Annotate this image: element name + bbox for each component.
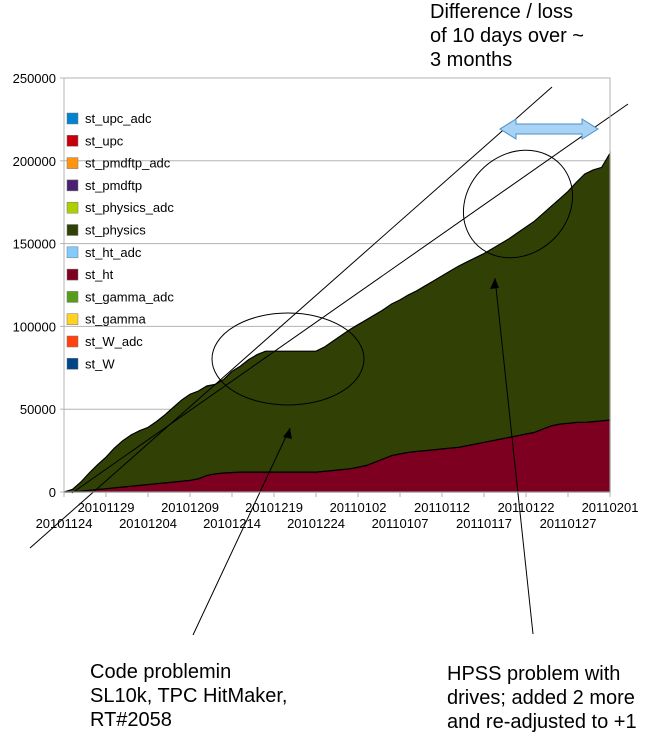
x-tick-label: 20101129 <box>78 500 135 515</box>
legend-swatch <box>66 224 79 236</box>
annotation-shapes <box>29 86 629 636</box>
x-tick-label: 20110102 <box>330 500 387 515</box>
legend-label: st_ht <box>85 267 114 282</box>
legend-swatch <box>66 335 79 348</box>
legend-label: st_physics_adc <box>85 200 174 215</box>
y-tick-label: 50000 <box>20 402 56 417</box>
legend-swatch <box>66 246 79 259</box>
legend-swatch <box>66 268 79 281</box>
legend-swatch <box>66 112 79 125</box>
x-tick-label: 20110117 <box>456 516 512 531</box>
legend-label: st_W <box>85 356 115 371</box>
x-tick-label: 20110107 <box>372 516 429 531</box>
x-tick-label: 20101214 <box>203 516 261 531</box>
highlight-ellipse <box>462 149 574 259</box>
axes: 0500001000001500002000002500002010112420… <box>13 71 639 531</box>
annotation-data-loss: Difference / loss of 10 days over ~ 3 mo… <box>430 1 584 71</box>
legend: st_upc_adc st_upc st_pmdftp_adc st_pmdftpst… <box>66 111 174 371</box>
guide-line <box>29 86 553 549</box>
legend-swatch <box>66 201 79 214</box>
guide-line <box>71 103 629 494</box>
legend-label: st_pmdftp <box>85 178 142 193</box>
pointer-line <box>494 277 534 635</box>
y-tick-label: 100000 <box>13 319 56 334</box>
legend-label: st_pmdftp_adc <box>85 156 171 171</box>
pointer-line <box>192 427 291 636</box>
highlight-ellipse <box>211 312 365 406</box>
x-tick-label: 20101219 <box>245 500 303 515</box>
legend-label: st_physics <box>85 223 146 238</box>
x-tick-label: 20101224 <box>287 516 345 531</box>
y-tick-label: 0 <box>49 485 56 500</box>
x-tick-label: 20101209 <box>161 500 219 515</box>
legend-swatch <box>66 358 79 370</box>
legend-swatch <box>66 157 79 169</box>
annotation-code-problem: Code problemin SL10k, TPC HitMaker, RT#2… <box>90 661 288 731</box>
y-tick-label: 250000 <box>13 71 56 86</box>
legend-label: st_gamma <box>85 312 146 327</box>
annotation-hpss-problem: HPSS problem with drives; added 2 more a… <box>447 663 637 733</box>
y-tick-label: 200000 <box>13 154 56 169</box>
legend-label: st_gamma_adc <box>85 289 174 304</box>
plot-border <box>63 77 611 493</box>
legend-swatch <box>66 135 79 147</box>
x-tick-label: 20110127 <box>540 516 597 531</box>
legend-swatch <box>66 313 79 325</box>
y-tick-label: 150000 <box>13 237 56 252</box>
x-tick-label: 20101124 <box>36 516 93 531</box>
arrowhead <box>490 278 499 289</box>
legend-label: st_ht_adc <box>85 245 142 260</box>
x-tick-label: 20110112 <box>414 500 470 515</box>
legend-swatch <box>66 291 79 303</box>
x-tick-label: 20110122 <box>498 500 555 515</box>
arrowhead <box>283 428 292 439</box>
legend-swatch <box>66 179 79 192</box>
x-tick-label: 20101204 <box>119 516 177 531</box>
legend-label: st_upc <box>85 133 124 148</box>
x-tick-label: 20110201 <box>582 500 639 515</box>
legend-label: st_upc_adc <box>85 111 152 126</box>
double-arrow <box>499 118 599 140</box>
legend-label: st_W_adc <box>85 334 143 349</box>
